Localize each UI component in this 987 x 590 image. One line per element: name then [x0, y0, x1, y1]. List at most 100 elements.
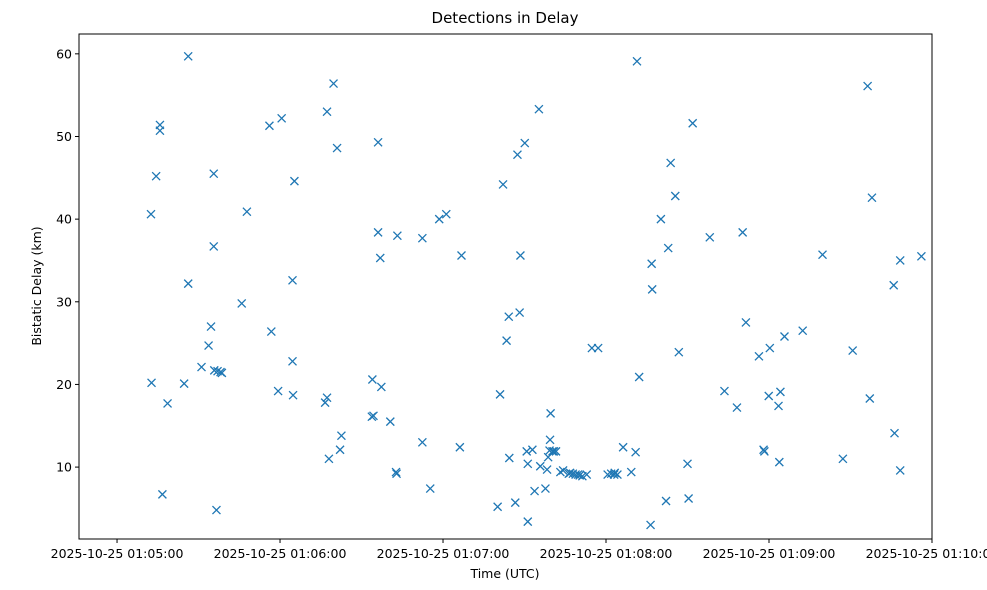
data-point [417, 233, 427, 243]
plot-area: 2025-10-25 01:05:00 2025-10-25 01:06:00 20… [51, 33, 987, 561]
data-point [631, 447, 641, 457]
data-point [289, 176, 299, 186]
data-point [392, 231, 402, 241]
data-point [646, 520, 656, 530]
data-point [523, 459, 533, 469]
data-point [520, 138, 530, 148]
data-point [612, 470, 622, 479]
data-point [530, 486, 540, 496]
data-point [565, 468, 575, 478]
y-tick-label: 40 [56, 212, 72, 227]
data-point [373, 137, 383, 147]
data-point [705, 232, 715, 242]
data-point [373, 227, 383, 237]
data-point [889, 280, 899, 290]
y-tick-label: 10 [56, 460, 72, 475]
data-point [647, 284, 657, 294]
axes-frame [78, 33, 933, 540]
data-point [780, 332, 789, 341]
data-point [863, 81, 873, 91]
data-point [504, 453, 514, 463]
data-point [392, 469, 402, 479]
data-point [332, 143, 342, 153]
data-point [320, 398, 330, 408]
data-point [719, 386, 729, 396]
data-point [324, 454, 334, 464]
data-point [688, 118, 698, 128]
data-point [322, 393, 332, 403]
data-point [441, 209, 451, 219]
data-point [146, 209, 156, 219]
data-point [626, 467, 636, 477]
data-point [895, 256, 905, 265]
data-point [545, 435, 555, 445]
data-point [336, 431, 346, 441]
x-axis-label: Time (UTC) [469, 566, 539, 581]
data-series [146, 51, 926, 530]
data-point [266, 327, 276, 337]
data-point [209, 241, 219, 251]
chart-title: Detections in Delay [432, 9, 579, 27]
x-tick-label: 2025-10-25 01:05:00 [51, 546, 184, 561]
data-point [425, 484, 435, 494]
data-point [385, 417, 395, 427]
data-point [457, 251, 466, 260]
data-point [335, 445, 345, 455]
data-point [759, 446, 769, 456]
data-point [775, 387, 785, 397]
data-point [209, 169, 219, 179]
data-point [838, 454, 848, 464]
data-point [818, 250, 827, 260]
data-point [683, 459, 692, 469]
data-point [273, 386, 283, 396]
data-point [764, 391, 774, 401]
data-point [157, 489, 167, 499]
data-point [417, 437, 427, 447]
data-point [502, 336, 512, 346]
data-point [548, 446, 557, 456]
y-axis-label: Bistatic Delay (km) [29, 226, 44, 345]
data-point [546, 408, 556, 418]
data-point [434, 214, 444, 224]
data-point [264, 121, 274, 131]
data-point [197, 362, 206, 372]
x-axis: 2025-10-25 01:05:00 2025-10-25 01:06:00 20… [51, 539, 987, 561]
data-point [674, 347, 684, 357]
data-point [369, 411, 378, 421]
data-point [376, 382, 386, 392]
data-point [890, 428, 899, 438]
y-tick-label: 20 [56, 377, 72, 392]
data-point [540, 484, 550, 494]
data-point [798, 326, 808, 336]
data-point [732, 403, 742, 413]
data-point [534, 104, 544, 114]
data-point [774, 401, 783, 411]
data-point [666, 158, 676, 168]
y-tick-label: 30 [56, 294, 72, 309]
x-tick-label: 2025-10-25 01:08:00 [540, 546, 673, 561]
data-point [535, 461, 545, 471]
data-point [179, 379, 189, 389]
data-point [277, 113, 287, 123]
data-point [549, 446, 559, 456]
data-point [242, 207, 252, 217]
y-tick-label: 50 [56, 129, 72, 144]
data-point [774, 457, 784, 467]
data-point [865, 394, 875, 403]
data-point [322, 107, 332, 117]
data-point [147, 378, 156, 388]
data-point [848, 346, 858, 356]
data-point [151, 171, 161, 181]
data-point [515, 308, 525, 317]
data-point [582, 470, 592, 479]
y-tick-label: 60 [56, 46, 72, 61]
data-point [183, 279, 193, 289]
x-tick-label: 2025-10-25 01:09:00 [703, 546, 836, 561]
data-point [237, 298, 247, 308]
data-point [551, 446, 561, 456]
data-point [670, 191, 680, 201]
data-point [288, 356, 297, 366]
data-point [632, 56, 642, 66]
